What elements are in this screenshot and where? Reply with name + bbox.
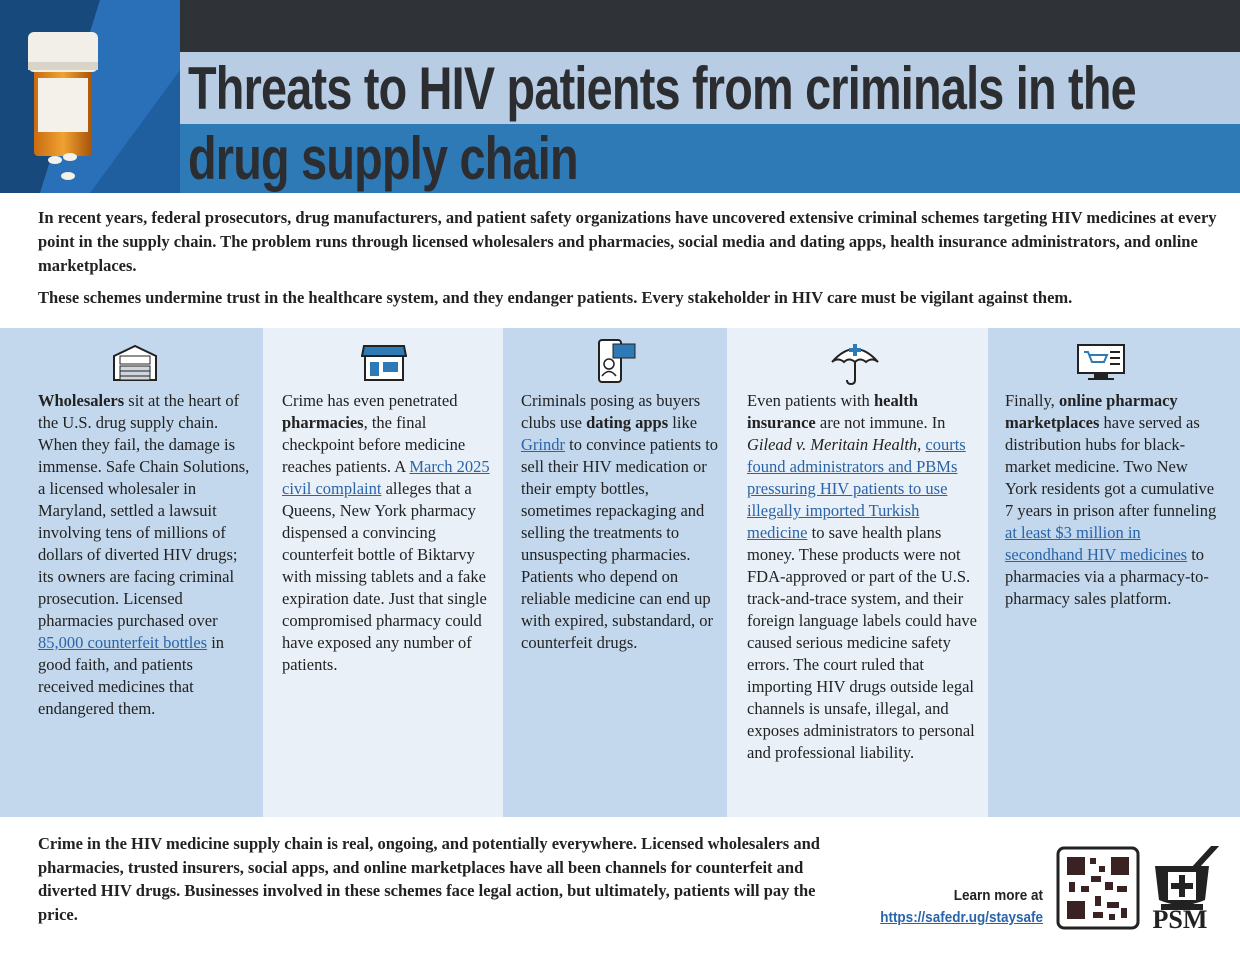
qr-and-logo: PSM [1056, 846, 1220, 934]
text-run: Wholesalers [38, 391, 125, 410]
text-run: are not immune. In [815, 413, 946, 432]
logo-text: PSM [1153, 905, 1208, 934]
text-run: to convince patients to sell their HIV m… [521, 435, 719, 652]
link[interactable]: 85,000 counterfeit bottles [38, 633, 208, 652]
text-run: in good faith, and patients received med… [38, 633, 225, 718]
column: Criminals posing as buyers clubs use dat… [503, 328, 727, 817]
text-run: dating apps [586, 413, 669, 432]
columns: Wholesalers sit at the heart of the U.S.… [0, 328, 1240, 817]
closing-text: Crime in the HIV medicine supply chain i… [38, 834, 820, 924]
column: Even patients with health insurance are … [727, 328, 988, 817]
link[interactable]: Grindr [521, 435, 565, 454]
text-run: like [668, 413, 698, 432]
link[interactable]: at least $3 million in secondhand HIV me… [1005, 523, 1188, 564]
title: Threats to HIV patients from criminals i… [188, 55, 1137, 192]
text-run: Even patients with [747, 391, 874, 410]
column-text: Criminals posing as buyers clubs use dat… [521, 390, 721, 654]
phone-icon [598, 339, 636, 383]
text-run: Finally, [1005, 391, 1059, 410]
column: Finally, online pharmacy marketplaces ha… [988, 328, 1240, 817]
text-run: have served as distribution hubs for bla… [1005, 413, 1217, 520]
cta-link[interactable]: https://safedr.ug/staysafe [880, 909, 1043, 926]
cta-label: Learn more at [953, 887, 1043, 904]
text-run: health insurance [747, 391, 918, 432]
call-to-action: Learn more at https://safedr.ug/staysafe [860, 885, 1043, 929]
computer-icon [1077, 344, 1125, 380]
text-run: pharmacies [282, 413, 364, 432]
text-run: , [917, 435, 926, 454]
header-art [0, 0, 1240, 193]
text-run: sit at the heart of the U.S. drug supply… [38, 391, 250, 630]
intro-paragraph: In recent years, federal prosecutors, dr… [38, 208, 1217, 275]
text-run: Gilead v. Meritain Health [747, 435, 918, 454]
intro-paragraph: These schemes undermine trust in the hea… [38, 288, 1073, 307]
text-run: to pharmacies via a pharmacy-to-pharmacy… [1005, 545, 1209, 608]
link[interactable]: courts found administrators and PBMs pre… [747, 435, 966, 542]
text-run: , the final checkpoint before medicine r… [282, 413, 466, 476]
text-run: to save health plans money. These produc… [747, 523, 977, 762]
column: Wholesalers sit at the heart of the U.S.… [0, 328, 263, 817]
column-text: Crime has even penetrated pharmacies, th… [282, 390, 494, 676]
text-run: alleges that a Queens, New York pharmacy… [282, 479, 487, 674]
text-run: Criminals posing as buyers clubs use [521, 391, 701, 432]
column-text: Wholesalers sit at the heart of the U.S.… [38, 390, 250, 720]
text-run: online pharmacy marketplaces [1005, 391, 1178, 432]
text-run: Crime has even penetrated [282, 391, 458, 410]
column-text: Even patients with health insurance are … [747, 390, 977, 764]
header: Threats to HIV patients from criminals i… [0, 0, 1240, 193]
column: Crime has even penetrated pharmacies, th… [263, 328, 503, 817]
intro: In recent years, federal prosecutors, dr… [38, 206, 1228, 318]
umbrella-icon [831, 344, 879, 386]
link[interactable]: March 2025 civil complaint [282, 457, 490, 498]
column-text: Finally, online pharmacy marketplaces ha… [1005, 390, 1220, 610]
warehouse-icon [113, 344, 157, 381]
pharmacy-icon [361, 345, 407, 381]
